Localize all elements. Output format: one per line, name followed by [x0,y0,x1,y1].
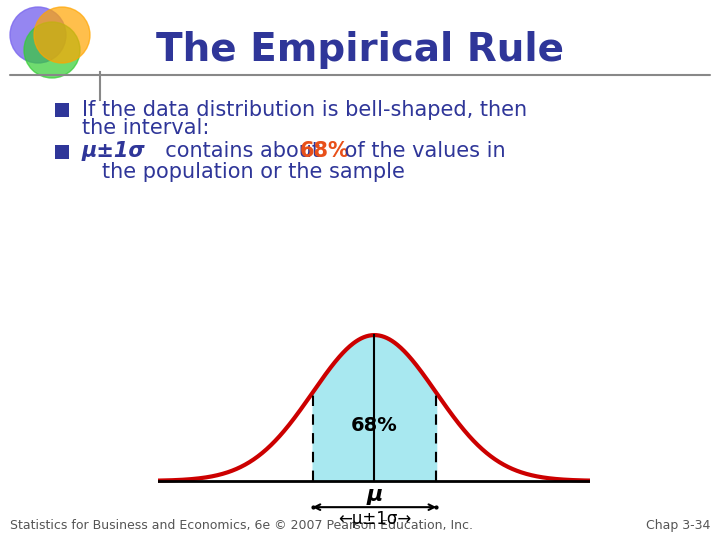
Circle shape [34,7,90,63]
Text: 68%: 68% [300,141,350,161]
FancyBboxPatch shape [55,103,69,117]
Text: Statistics for Business and Economics, 6e © 2007 Pearson Education, Inc.: Statistics for Business and Economics, 6… [10,519,473,532]
Text: the interval:: the interval: [82,118,210,138]
Text: of the values in: of the values in [338,141,505,161]
Text: the population or the sample: the population or the sample [102,162,405,182]
Circle shape [24,22,80,78]
Text: μ: μ [366,485,382,505]
FancyBboxPatch shape [55,145,69,159]
Text: Chap 3-34: Chap 3-34 [646,519,710,532]
Text: The Empirical Rule: The Empirical Rule [156,31,564,69]
Text: μ±1σ: μ±1σ [82,141,145,161]
Text: 68%: 68% [351,416,397,435]
Text: ←μ±1σ→: ←μ±1σ→ [338,510,411,528]
Text: If the data distribution is bell-shaped, then: If the data distribution is bell-shaped,… [82,99,527,119]
Text: contains about: contains about [152,141,327,161]
Circle shape [10,7,66,63]
